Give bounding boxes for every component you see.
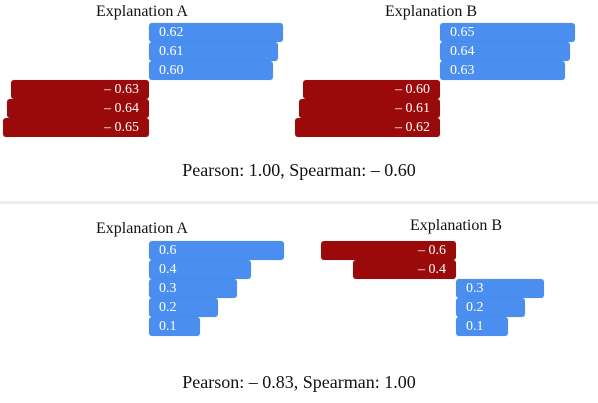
- example2-b-bar: – 0.6: [321, 241, 456, 260]
- example1-a-bar: – 0.63: [11, 80, 149, 99]
- example2-a-bar: 0.4: [149, 260, 251, 279]
- example2-a-bar: 0.2: [149, 298, 218, 317]
- example1-a-bar: 0.62: [149, 23, 283, 42]
- example1-b-bar: 0.64: [440, 42, 570, 61]
- example1-a-bar: – 0.65: [3, 118, 149, 137]
- example1-b-bar: 0.63: [440, 61, 565, 80]
- example1-b-bar: – 0.62: [295, 118, 440, 137]
- example1-a-bar: – 0.64: [7, 99, 149, 118]
- example1-b-title: Explanation B: [385, 3, 477, 20]
- example1-b-bar: 0.65: [440, 23, 575, 42]
- section-divider: [0, 201, 598, 204]
- example1-b-bar: – 0.60: [303, 80, 440, 99]
- example2-b-bar: 0.1: [456, 317, 508, 336]
- example2-a-bar: 0.3: [149, 279, 237, 298]
- example2-a-bar: 0.1: [149, 317, 200, 336]
- example1-a-title: Explanation A: [96, 3, 188, 20]
- example2-a-bar: 0.6: [149, 241, 284, 260]
- example2-b-bar: 0.2: [456, 298, 525, 317]
- example2-b-bar: 0.3: [456, 279, 544, 298]
- example1-a-bar: 0.61: [149, 42, 278, 61]
- example2-correlation: Pearson: – 0.83, Spearman: 1.00: [182, 372, 416, 392]
- example1-b-bar: – 0.61: [299, 99, 440, 118]
- example2-b-title: Explanation B: [410, 217, 502, 234]
- example1-a-bar: 0.60: [149, 61, 273, 80]
- example2-a-title: Explanation A: [96, 220, 188, 237]
- example2-b-bar: – 0.4: [353, 260, 456, 279]
- example1-correlation: Pearson: 1.00, Spearman: – 0.60: [182, 160, 416, 180]
